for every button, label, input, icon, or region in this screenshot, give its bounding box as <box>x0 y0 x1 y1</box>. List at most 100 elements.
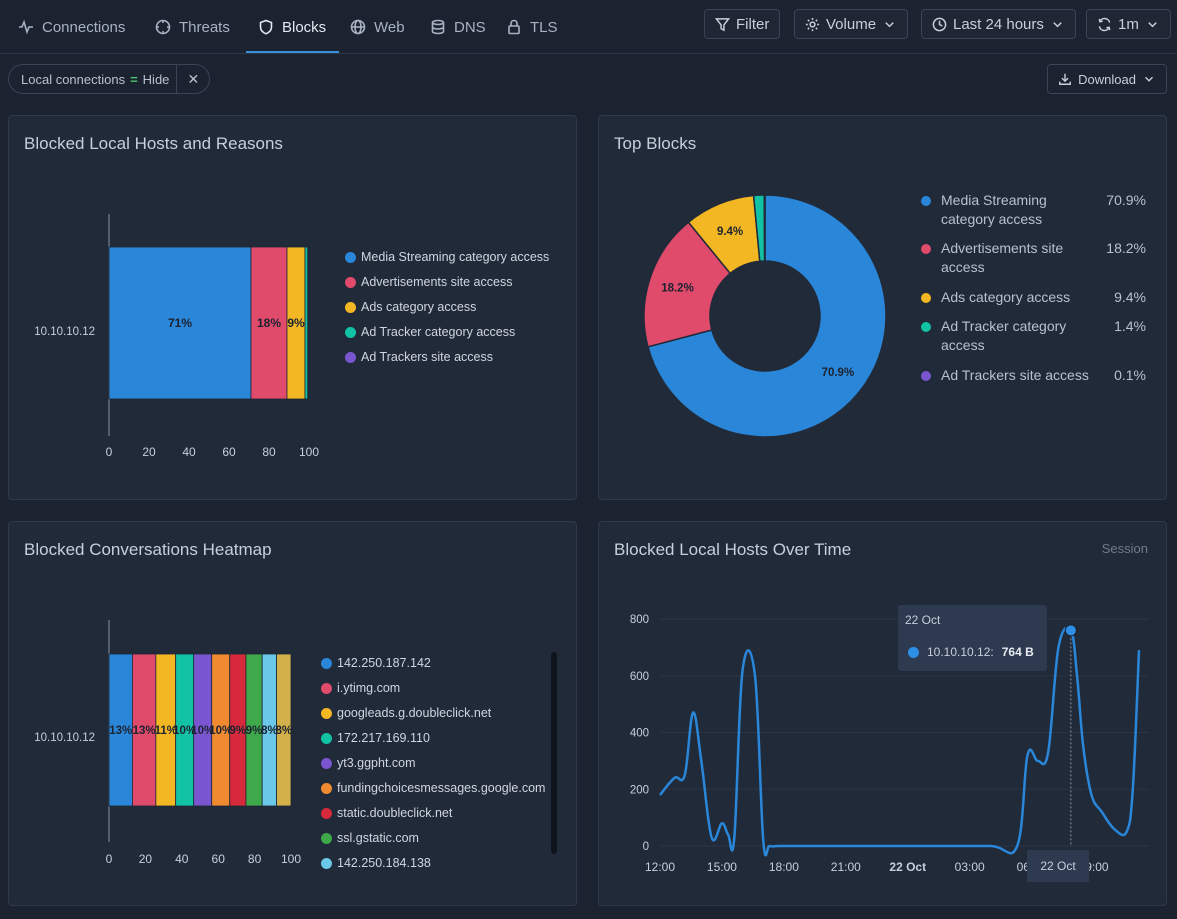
refresh-dropdown[interactable]: 1m <box>1086 9 1171 39</box>
legend-item[interactable]: yt3.ggpht.com <box>321 756 416 770</box>
bar-segment <box>108 246 252 400</box>
x-tick-label: 20 <box>142 445 156 459</box>
legend-label: googleads.g.doubleclick.net <box>337 706 492 720</box>
lock-icon <box>508 19 520 35</box>
legend-dot <box>921 244 931 254</box>
legend-item[interactable]: Ad Tracker category access 1.4% <box>921 317 1146 355</box>
data-label: 18% <box>257 316 281 330</box>
legend-item[interactable]: 142.250.187.142 <box>321 656 431 670</box>
over-time-panel: Blocked Local Hosts Over Time Session 0 2… <box>598 521 1167 906</box>
legend-item[interactable]: Advertisements site access <box>345 275 512 289</box>
slice-label: 70.9% <box>822 367 855 379</box>
filter-chip-text: Local connections = Hide <box>9 65 178 93</box>
legend-scrollbar[interactable] <box>551 652 557 854</box>
filter-button[interactable]: Filter <box>704 9 781 39</box>
legend-item[interactable]: googleads.g.doubleclick.net <box>321 706 491 720</box>
legend-label: ssl.gstatic.com <box>337 831 419 845</box>
panel-title: Blocked Local Hosts and Reasons <box>24 134 283 153</box>
legend-item[interactable]: Ad Trackers site access 0.1% <box>921 366 1146 385</box>
x-tick-label: 0 <box>106 852 113 866</box>
clock-icon <box>932 17 947 31</box>
legend-dot <box>321 833 332 844</box>
globe-icon <box>350 19 366 35</box>
legend-item[interactable]: Ads category access 9.4% <box>921 288 1146 307</box>
legend-label: yt3.ggpht.com <box>337 756 416 770</box>
crosshair-icon <box>155 19 171 35</box>
tab-tls[interactable]: TLS <box>496 0 568 54</box>
chart-tooltip: 22 Oct 10.10.10.12: 764 B <box>898 605 1047 671</box>
legend-item[interactable]: i.ytimg.com <box>321 681 400 695</box>
legend-label: Media Streaming category access <box>941 192 1047 227</box>
tab-label: Web <box>374 18 405 36</box>
legend-dot <box>321 658 332 669</box>
panel-title: Blocked Local Hosts Over Time <box>614 540 852 559</box>
legend-item[interactable]: ssl.gstatic.com <box>321 831 419 845</box>
panel-title: Top Blocks <box>614 134 697 153</box>
tab-blocks[interactable]: Blocks <box>248 0 336 54</box>
x-tick-label: 40 <box>182 445 196 459</box>
funnel-icon <box>715 17 730 31</box>
blocked-hosts-panel: Blocked Local Hosts and Reasons 10.10.10… <box>8 115 577 500</box>
legend-label: Ads category access <box>361 300 477 314</box>
tab-web[interactable]: Web <box>340 0 415 54</box>
bar-segment <box>276 653 292 807</box>
legend-dot <box>345 352 356 363</box>
filter-chip[interactable]: Local connections = Hide ✕ <box>8 64 211 94</box>
legend-item[interactable]: Advertisements site access 18.2% <box>921 239 1146 277</box>
bar-segment <box>304 246 309 400</box>
x-tick-label: 03:00 <box>955 860 985 874</box>
active-tab-indicator <box>246 51 339 53</box>
legend-item[interactable]: static.doubleclick.net <box>321 806 452 820</box>
legend-item[interactable]: Media Streaming category access <box>345 250 549 264</box>
tab-dns[interactable]: DNS <box>420 0 496 54</box>
top-blocks-donut-chart: 70.9% 18.2% 9.4% <box>643 194 887 438</box>
legend-item[interactable]: Ads category access <box>345 300 476 314</box>
legend-dot <box>321 733 332 744</box>
tooltip-value: 764 B <box>1001 645 1034 659</box>
legend-label: Ad Tracker category access <box>361 325 516 339</box>
legend-item[interactable]: Ad Trackers site access <box>345 350 493 364</box>
legend-label: i.ytimg.com <box>337 681 401 695</box>
legend-dot <box>321 808 332 819</box>
legend-item[interactable]: Ad Tracker category access <box>345 325 515 339</box>
tab-threats[interactable]: Threats <box>145 0 240 54</box>
legend-item[interactable]: 172.217.169.110 <box>321 731 430 745</box>
activity-icon <box>19 19 33 35</box>
x-tick-label: 12:00 <box>645 860 675 874</box>
legend-dot <box>345 302 356 313</box>
legend-dot <box>321 858 332 869</box>
download-icon <box>1059 73 1072 85</box>
chevron-down-icon <box>885 21 894 27</box>
slice-label: 9.4% <box>717 226 743 238</box>
bar-segment <box>250 246 288 400</box>
tab-connections[interactable]: Connections <box>8 0 135 54</box>
session-label: Session <box>1101 541 1148 556</box>
y-tick-label: 10.10.10.12 <box>34 732 95 744</box>
legend-label: Ad Trackers site access <box>941 367 1089 383</box>
data-label: 13% <box>133 725 156 737</box>
tab-label: TLS <box>530 18 558 36</box>
gear-icon <box>805 17 820 31</box>
legend-percent: 9.4% <box>1114 289 1146 305</box>
x-tick-label: 60 <box>212 852 226 866</box>
legend-dot <box>345 327 356 338</box>
x-tick-label: 18:00 <box>769 860 799 874</box>
data-label: 13% <box>109 725 132 737</box>
data-label: 9% <box>246 725 263 737</box>
legend-item[interactable]: Media Streaming category access 70.9% <box>921 191 1146 229</box>
legend-item[interactable]: 142.250.184.138 <box>321 856 431 870</box>
data-label: 10% <box>209 725 232 737</box>
legend-dot <box>921 196 931 206</box>
filter-label: Filter <box>736 15 770 33</box>
download-button[interactable]: Download <box>1047 64 1167 94</box>
database-icon <box>431 19 445 35</box>
time-range-dropdown[interactable]: Last 24 hours <box>921 9 1076 39</box>
volume-dropdown[interactable]: Volume <box>794 9 909 39</box>
tooltip-host: 10.10.10.12: <box>927 645 994 659</box>
x-tick-label: 80 <box>262 445 276 459</box>
legend-dot <box>321 758 332 769</box>
remove-filter-button[interactable]: ✕ <box>187 70 200 87</box>
chevron-down-icon <box>1145 76 1153 82</box>
legend-item[interactable]: fundingchoicesmessages.google.com <box>321 781 545 795</box>
tab-label: DNS <box>454 18 486 36</box>
